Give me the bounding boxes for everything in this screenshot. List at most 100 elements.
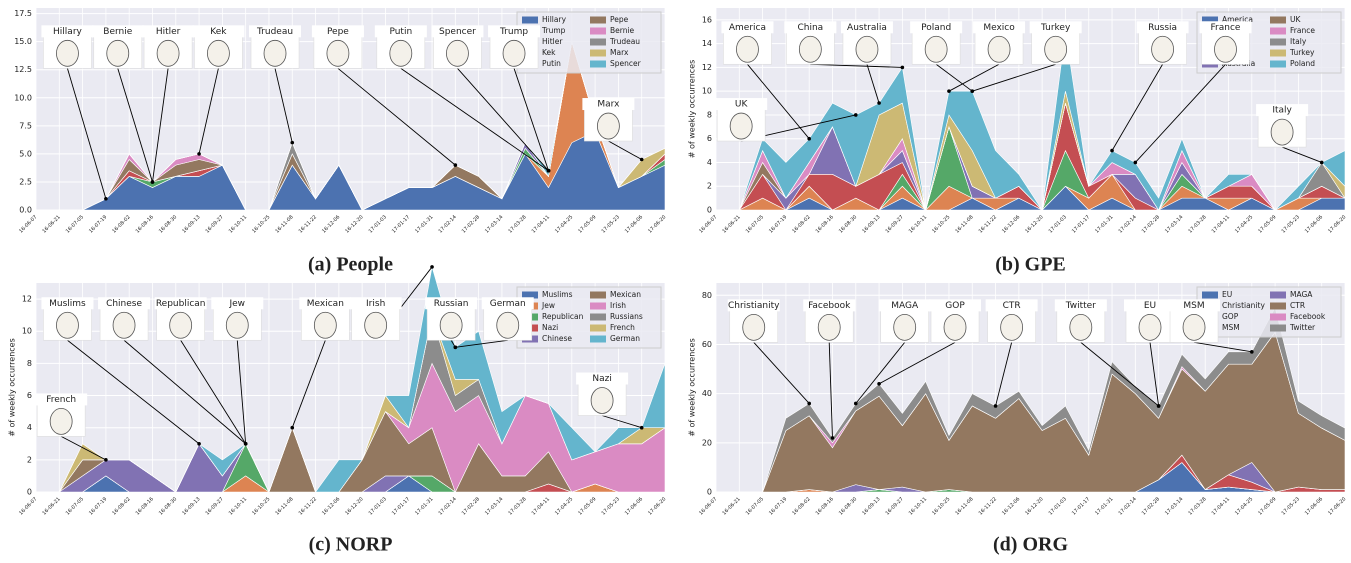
x-tick-label: 16-06-21 — [41, 214, 61, 234]
annotation-face — [799, 36, 821, 62]
annotation-face — [743, 314, 765, 340]
x-tick-label: 16-06-07 — [18, 496, 38, 516]
x-tick-label: 16-10-25 — [931, 496, 951, 516]
x-tick-label: 17-03-28 — [507, 496, 527, 516]
x-tick-label: 16-12-20 — [1024, 214, 1044, 234]
legend-label: GOP — [1222, 312, 1239, 321]
legend-label: Hillary — [542, 15, 567, 24]
annotation-face — [818, 314, 840, 340]
annotation-arrowhead — [104, 197, 108, 201]
y-tick-label: 12 — [22, 295, 32, 304]
x-tick-label: 16-11-08 — [954, 496, 974, 516]
x-tick-label: 16-08-16 — [135, 496, 155, 516]
legend-swatch — [590, 336, 606, 343]
x-tick-label: 17-01-03 — [1048, 496, 1068, 516]
y-tick-label: 6 — [707, 134, 712, 143]
annotation-label: Hitler — [156, 27, 181, 37]
x-tick-label: 17-02-14 — [438, 496, 458, 516]
x-tick-label: 16-09-13 — [181, 214, 201, 234]
x-tick-label: 17-01-03 — [1048, 214, 1068, 234]
y-tick-label: 0.0 — [19, 206, 32, 215]
legend-swatch — [590, 61, 606, 68]
x-tick-label: 16-12-06 — [321, 496, 341, 516]
annotation-face — [730, 113, 752, 139]
annotation-label: Facebook — [808, 301, 851, 311]
annotation-label: Republican — [156, 299, 206, 309]
y-tick-label: 12 — [702, 63, 712, 72]
legend-label: Irish — [610, 301, 626, 310]
x-tick-label: 16-09-27 — [885, 214, 905, 234]
legend-label: France — [1290, 26, 1315, 35]
legend-label: UK — [1290, 15, 1301, 24]
legend-swatch — [1270, 314, 1286, 321]
annotation-arrowhead — [454, 163, 458, 167]
annotation-label: Russia — [1148, 23, 1177, 33]
annotation-label: Poland — [921, 23, 951, 33]
y-tick-label: 12.5 — [14, 65, 32, 74]
annotation-arrowhead — [454, 346, 458, 350]
annotation-face — [1045, 36, 1067, 62]
y-tick-label: 8 — [27, 359, 32, 368]
x-tick-label: 16-11-22 — [298, 214, 318, 234]
x-tick-label: 16-08-02 — [111, 496, 131, 516]
y-axis-label: # of weekly occurrences — [8, 338, 17, 437]
x-tick-label: 16-06-21 — [41, 496, 61, 516]
annotation-face — [107, 40, 129, 66]
annotation-label: Putin — [389, 27, 412, 37]
annotation-face — [446, 40, 468, 66]
y-axis-label: # of weekly occurrences — [688, 60, 697, 159]
x-tick-label: 16-07-05 — [65, 496, 85, 516]
annotation-face — [56, 312, 78, 338]
x-tick-label: 17-06-06 — [1304, 496, 1324, 516]
x-tick-label: 16-06-07 — [18, 214, 38, 234]
annotation-arrowhead — [1320, 161, 1324, 165]
annotation-label: Australia — [847, 23, 887, 33]
annotation-label: French — [46, 395, 76, 405]
legend-label: French — [610, 323, 635, 332]
x-tick-label: 16-06-07 — [698, 496, 718, 516]
annotation-arrowhead — [1250, 350, 1254, 354]
x-tick-label: 16-08-30 — [158, 214, 178, 234]
figure: 0.02.55.07.510.012.515.017.516-06-0716-0… — [0, 0, 1351, 563]
annotation-label: Bernie — [103, 27, 132, 37]
legend-swatch — [1270, 50, 1286, 57]
y-tick-label: 16 — [702, 15, 712, 24]
legend-label: Russians — [610, 312, 643, 321]
x-tick-label: 17-01-17 — [1071, 214, 1091, 234]
x-tick-label: 16-08-16 — [815, 496, 835, 516]
annotation-label: Chinese — [106, 299, 142, 309]
annotation-face — [170, 312, 192, 338]
legend-swatch — [1202, 292, 1218, 299]
legend-label: Republican — [542, 312, 584, 321]
annotation-label: Turkey — [1040, 23, 1071, 33]
y-tick-label: 0 — [27, 488, 32, 497]
y-tick-label: 2 — [707, 182, 712, 191]
chart-panel: 0.02.55.07.510.012.515.017.516-06-0716-0… — [14, 8, 667, 276]
annotation-label: MSM — [1183, 301, 1204, 311]
annotation-face — [925, 36, 947, 62]
x-tick-label: 17-04-25 — [1234, 496, 1254, 516]
legend-label: Chinese — [542, 334, 572, 343]
x-tick-label: 16-08-30 — [158, 496, 178, 516]
x-tick-label: 16-10-25 — [931, 214, 951, 234]
x-tick-label: 16-11-22 — [298, 496, 318, 516]
annotation-label: Trump — [499, 27, 528, 37]
legend-label: Hitler — [542, 37, 563, 46]
x-tick-label: 17-04-11 — [1211, 496, 1231, 516]
x-tick-label: 17-03-14 — [484, 496, 504, 516]
x-tick-label: 17-04-25 — [554, 496, 574, 516]
y-tick-label: 7.5 — [19, 121, 32, 130]
annotation-face — [591, 388, 613, 414]
x-tick-label: 17-02-14 — [1118, 496, 1138, 516]
legend-swatch — [590, 303, 606, 310]
annotation-face — [365, 312, 387, 338]
annotation-arrowhead — [877, 101, 881, 105]
legend-label: Jew — [541, 301, 555, 310]
x-tick-label: 16-09-27 — [205, 496, 225, 516]
legend-swatch — [1270, 325, 1286, 332]
annotation-label: Trudeau — [256, 27, 293, 37]
x-tick-label: 17-06-20 — [1327, 496, 1347, 516]
y-tick-label: 80 — [702, 291, 712, 300]
x-tick-label: 16-08-16 — [135, 214, 155, 234]
caption: (d) ORG — [993, 534, 1068, 556]
